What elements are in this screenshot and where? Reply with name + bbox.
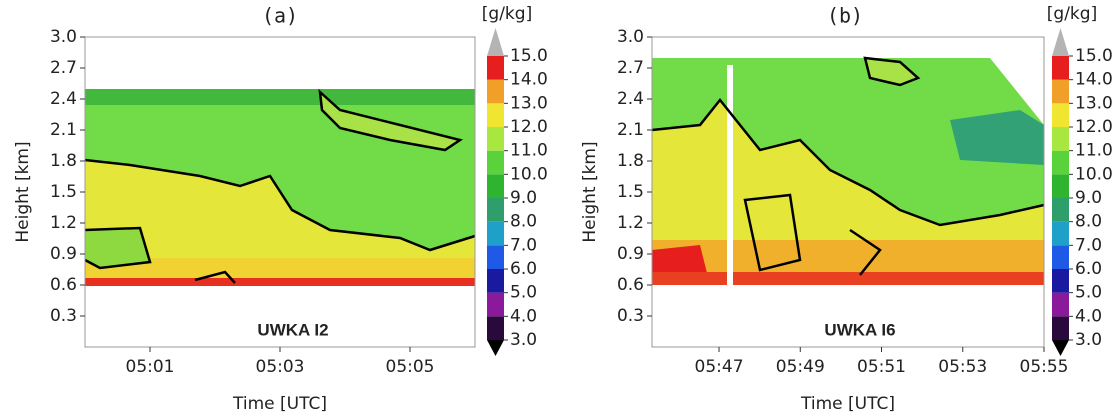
y-tick-label: 0.3	[50, 306, 77, 326]
colorbar-tick-label: 12.0	[510, 117, 548, 137]
x-tick-label: 05:01	[126, 357, 175, 377]
y-axis-label: Height [km]	[580, 141, 600, 242]
y-tick-label: 1.8	[617, 151, 644, 171]
colorbar-band	[487, 198, 504, 222]
colorbar-tick-label: 14.0	[510, 70, 548, 90]
colorbar-band	[1052, 127, 1069, 151]
colorbar-tick-label: 4.0	[1075, 306, 1102, 326]
colorbar-tick-label: 6.0	[1075, 259, 1102, 279]
colorbar-tick-label: 12.0	[1075, 117, 1113, 137]
y-tick-label: 2.7	[50, 58, 77, 78]
colorbar-tick-label: 15.0	[510, 46, 548, 66]
colorbar-label: [g/kg]	[482, 4, 532, 24]
colorbar-tick-label: 10.0	[510, 164, 548, 184]
x-axis-label: Time [UTC]	[800, 394, 895, 414]
annotation: UWKA I6	[824, 320, 895, 339]
x-tick-label: 05:55	[1020, 357, 1069, 377]
y-tick-label: 0.6	[617, 275, 644, 295]
x-tick-label: 05:49	[776, 357, 825, 377]
x-axis-label: Time [UTC]	[232, 394, 327, 414]
colorbar-under	[1052, 340, 1069, 356]
y-tick-label: 0.9	[617, 244, 644, 264]
colorbar-band	[1052, 103, 1069, 127]
field-b	[651, 56, 1045, 287]
colorbar-tick-label: 4.0	[510, 306, 537, 326]
colorbar-band	[1052, 56, 1069, 80]
colorbar-tick-label: 3.0	[510, 330, 537, 350]
y-tick-label: 0.6	[50, 275, 77, 295]
panel-title: (b)	[827, 4, 863, 28]
colorbar-tick-label: 6.0	[510, 259, 537, 279]
colorbar-band	[1052, 79, 1069, 104]
y-tick-label: 1.5	[617, 182, 644, 202]
y-tick-label: 1.8	[50, 151, 77, 171]
y-tick-label: 0.3	[617, 306, 644, 326]
x-tick-label: 05:53	[938, 357, 987, 377]
colorbar-band	[487, 79, 504, 104]
annotation: UWKA I2	[257, 320, 328, 339]
colorbar-tick-label: 9.0	[510, 188, 537, 208]
colorbar-tick-label: 7.0	[510, 235, 537, 255]
colorbar-over	[487, 28, 504, 56]
colorbar-band	[487, 127, 504, 151]
colorbar-tick-label: 8.0	[1075, 212, 1102, 232]
colorbar-band	[487, 221, 504, 246]
colorbar-band	[487, 292, 504, 317]
colorbar-tick-label: 14.0	[1075, 70, 1113, 90]
colorbar-tick-label: 5.0	[510, 283, 537, 303]
colorbar-band	[1052, 198, 1069, 222]
colorbar-tick-label: 13.0	[1075, 93, 1113, 113]
colorbar-tick-label: 7.0	[1075, 235, 1102, 255]
colorbar-tick-label: 10.0	[1075, 164, 1113, 184]
field-a	[84, 88, 476, 286]
colorbar-tick-label: 15.0	[1075, 46, 1113, 66]
colorbar-band	[1052, 292, 1069, 317]
colorbar-tick-label: 13.0	[510, 93, 548, 113]
colorbar-band	[487, 56, 504, 80]
y-tick-label: 1.2	[617, 213, 644, 233]
colorbar-tick-label: 9.0	[1075, 188, 1102, 208]
y-axis-label: Height [km]	[13, 141, 33, 242]
y-tick-label: 1.5	[50, 182, 77, 202]
colorbar-tick-label: 8.0	[510, 212, 537, 232]
colorbar-band	[1052, 316, 1069, 340]
y-tick-label: 2.4	[617, 89, 644, 109]
y-tick-label: 2.1	[617, 120, 644, 140]
y-tick-label: 1.2	[50, 213, 77, 233]
colorbar-under	[487, 340, 504, 356]
panel-title: (a)	[262, 4, 298, 28]
colorbar-band	[487, 316, 504, 340]
x-tick-label: 05:03	[256, 357, 305, 377]
colorbar-band	[1052, 245, 1069, 269]
colorbar-tick-label: 3.0	[1075, 330, 1102, 350]
y-tick-label: 3.0	[617, 27, 644, 47]
y-tick-label: 2.7	[617, 58, 644, 78]
y-tick-label: 2.1	[50, 120, 77, 140]
y-tick-label: 3.0	[50, 27, 77, 47]
colorbar-band	[1052, 221, 1069, 246]
colorbar-band	[1052, 269, 1069, 293]
colorbar-tick-label: 11.0	[1075, 141, 1113, 161]
colorbar-tick-label: 11.0	[510, 141, 548, 161]
colorbar-band	[487, 150, 504, 175]
x-tick-label: 05:51	[857, 357, 906, 377]
colorbar-over	[1052, 28, 1069, 56]
y-tick-label: 2.4	[50, 89, 77, 109]
colorbar-label: [g/kg]	[1047, 4, 1097, 24]
x-tick-label: 05:05	[386, 357, 435, 377]
colorbar-band	[1052, 150, 1069, 175]
colorbar-band	[487, 103, 504, 127]
colorbar-band	[1052, 174, 1069, 198]
colorbar-band	[487, 269, 504, 293]
colorbar-tick-label: 5.0	[1075, 283, 1102, 303]
colorbar-band	[487, 174, 504, 198]
x-tick-label: 05:47	[695, 357, 744, 377]
y-tick-label: 0.9	[50, 244, 77, 264]
colorbar-band	[487, 245, 504, 269]
